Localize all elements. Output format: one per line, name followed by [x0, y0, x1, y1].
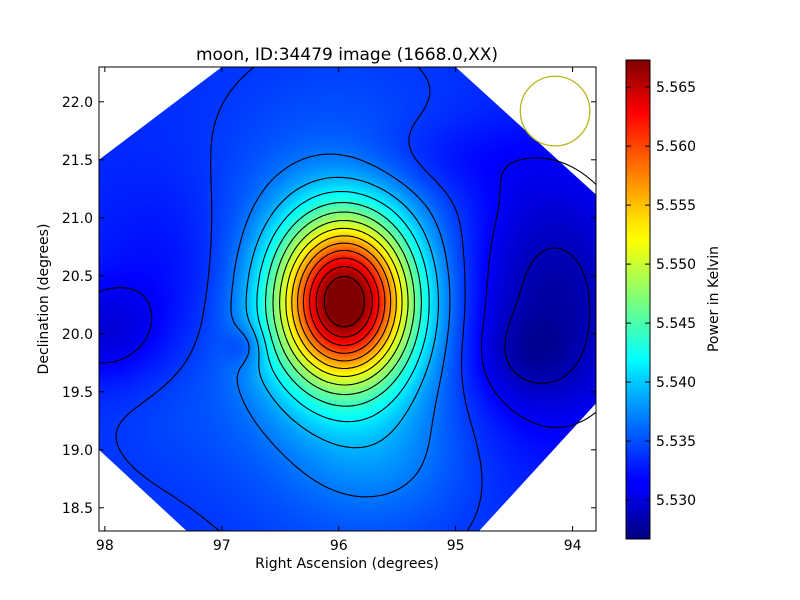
colorbar-tick-label: 5.550	[656, 257, 696, 273]
plot-frame	[98, 66, 597, 532]
contour-level	[230, 153, 451, 498]
contour-level	[115, 67, 483, 531]
beam-marker	[519, 75, 591, 147]
x-tick-label: 97	[213, 538, 231, 554]
y-tick-label: 20.0	[62, 327, 93, 343]
contour-level	[297, 242, 392, 362]
colorbar-ticks: 5.530 5.535 5.540 5.545 5.550 5.555 5.560 5.565	[626, 80, 696, 509]
x-tick-label: 95	[447, 538, 465, 554]
x-tick-label: 96	[330, 538, 348, 554]
heatmap-image	[99, 67, 596, 531]
contour-level	[315, 265, 373, 338]
colorbar-tick-label: 5.545	[656, 316, 696, 332]
colorbar-tick-label: 5.530	[656, 493, 696, 509]
contour-level	[272, 211, 415, 396]
contour-level	[302, 249, 386, 354]
colorbar-tick-label: 5.565	[656, 80, 696, 96]
y-tick-label: 18.5	[62, 501, 93, 517]
colorbar-label: Power in Kelvin	[706, 246, 722, 352]
contour-level	[256, 190, 430, 423]
x-tick-label: 94	[564, 538, 582, 554]
colorbar-tick-label: 5.555	[656, 198, 696, 214]
y-tick-label: 20.5	[62, 269, 93, 285]
contour-level	[264, 201, 422, 407]
y-tick-label: 22.0	[62, 95, 93, 111]
contour-level	[279, 219, 409, 386]
y-axis: 18.5 19.0 19.5 20.0 20.5 21.0 21.5 22.0	[62, 95, 596, 517]
colorbar	[625, 59, 651, 540]
contour-level	[99, 157, 596, 428]
contour-level	[504, 247, 591, 384]
colorbar-tick-label: 5.560	[656, 139, 696, 155]
y-tick-label: 21.5	[62, 153, 93, 169]
contour-level	[285, 227, 403, 377]
contour-level	[309, 257, 380, 347]
chart-title: moon, ID:34479 image (1668.0,XX)	[196, 45, 498, 65]
colorbar-tick-label: 5.540	[656, 375, 696, 391]
x-axis: 98 97 96 95 94	[96, 67, 582, 554]
colorbar-tick-label: 5.535	[656, 434, 696, 450]
x-axis-label: Right Ascension (degrees)	[255, 556, 439, 572]
y-tick-label: 19.0	[62, 443, 93, 459]
y-tick-label: 21.0	[62, 211, 93, 227]
contour-level	[245, 176, 440, 449]
contour-level	[323, 275, 365, 328]
contour-lines	[99, 67, 596, 531]
contour-level	[291, 235, 397, 370]
y-tick-label: 19.5	[62, 385, 93, 401]
y-axis-label: Declination (degrees)	[36, 224, 52, 375]
x-tick-label: 98	[96, 538, 114, 554]
